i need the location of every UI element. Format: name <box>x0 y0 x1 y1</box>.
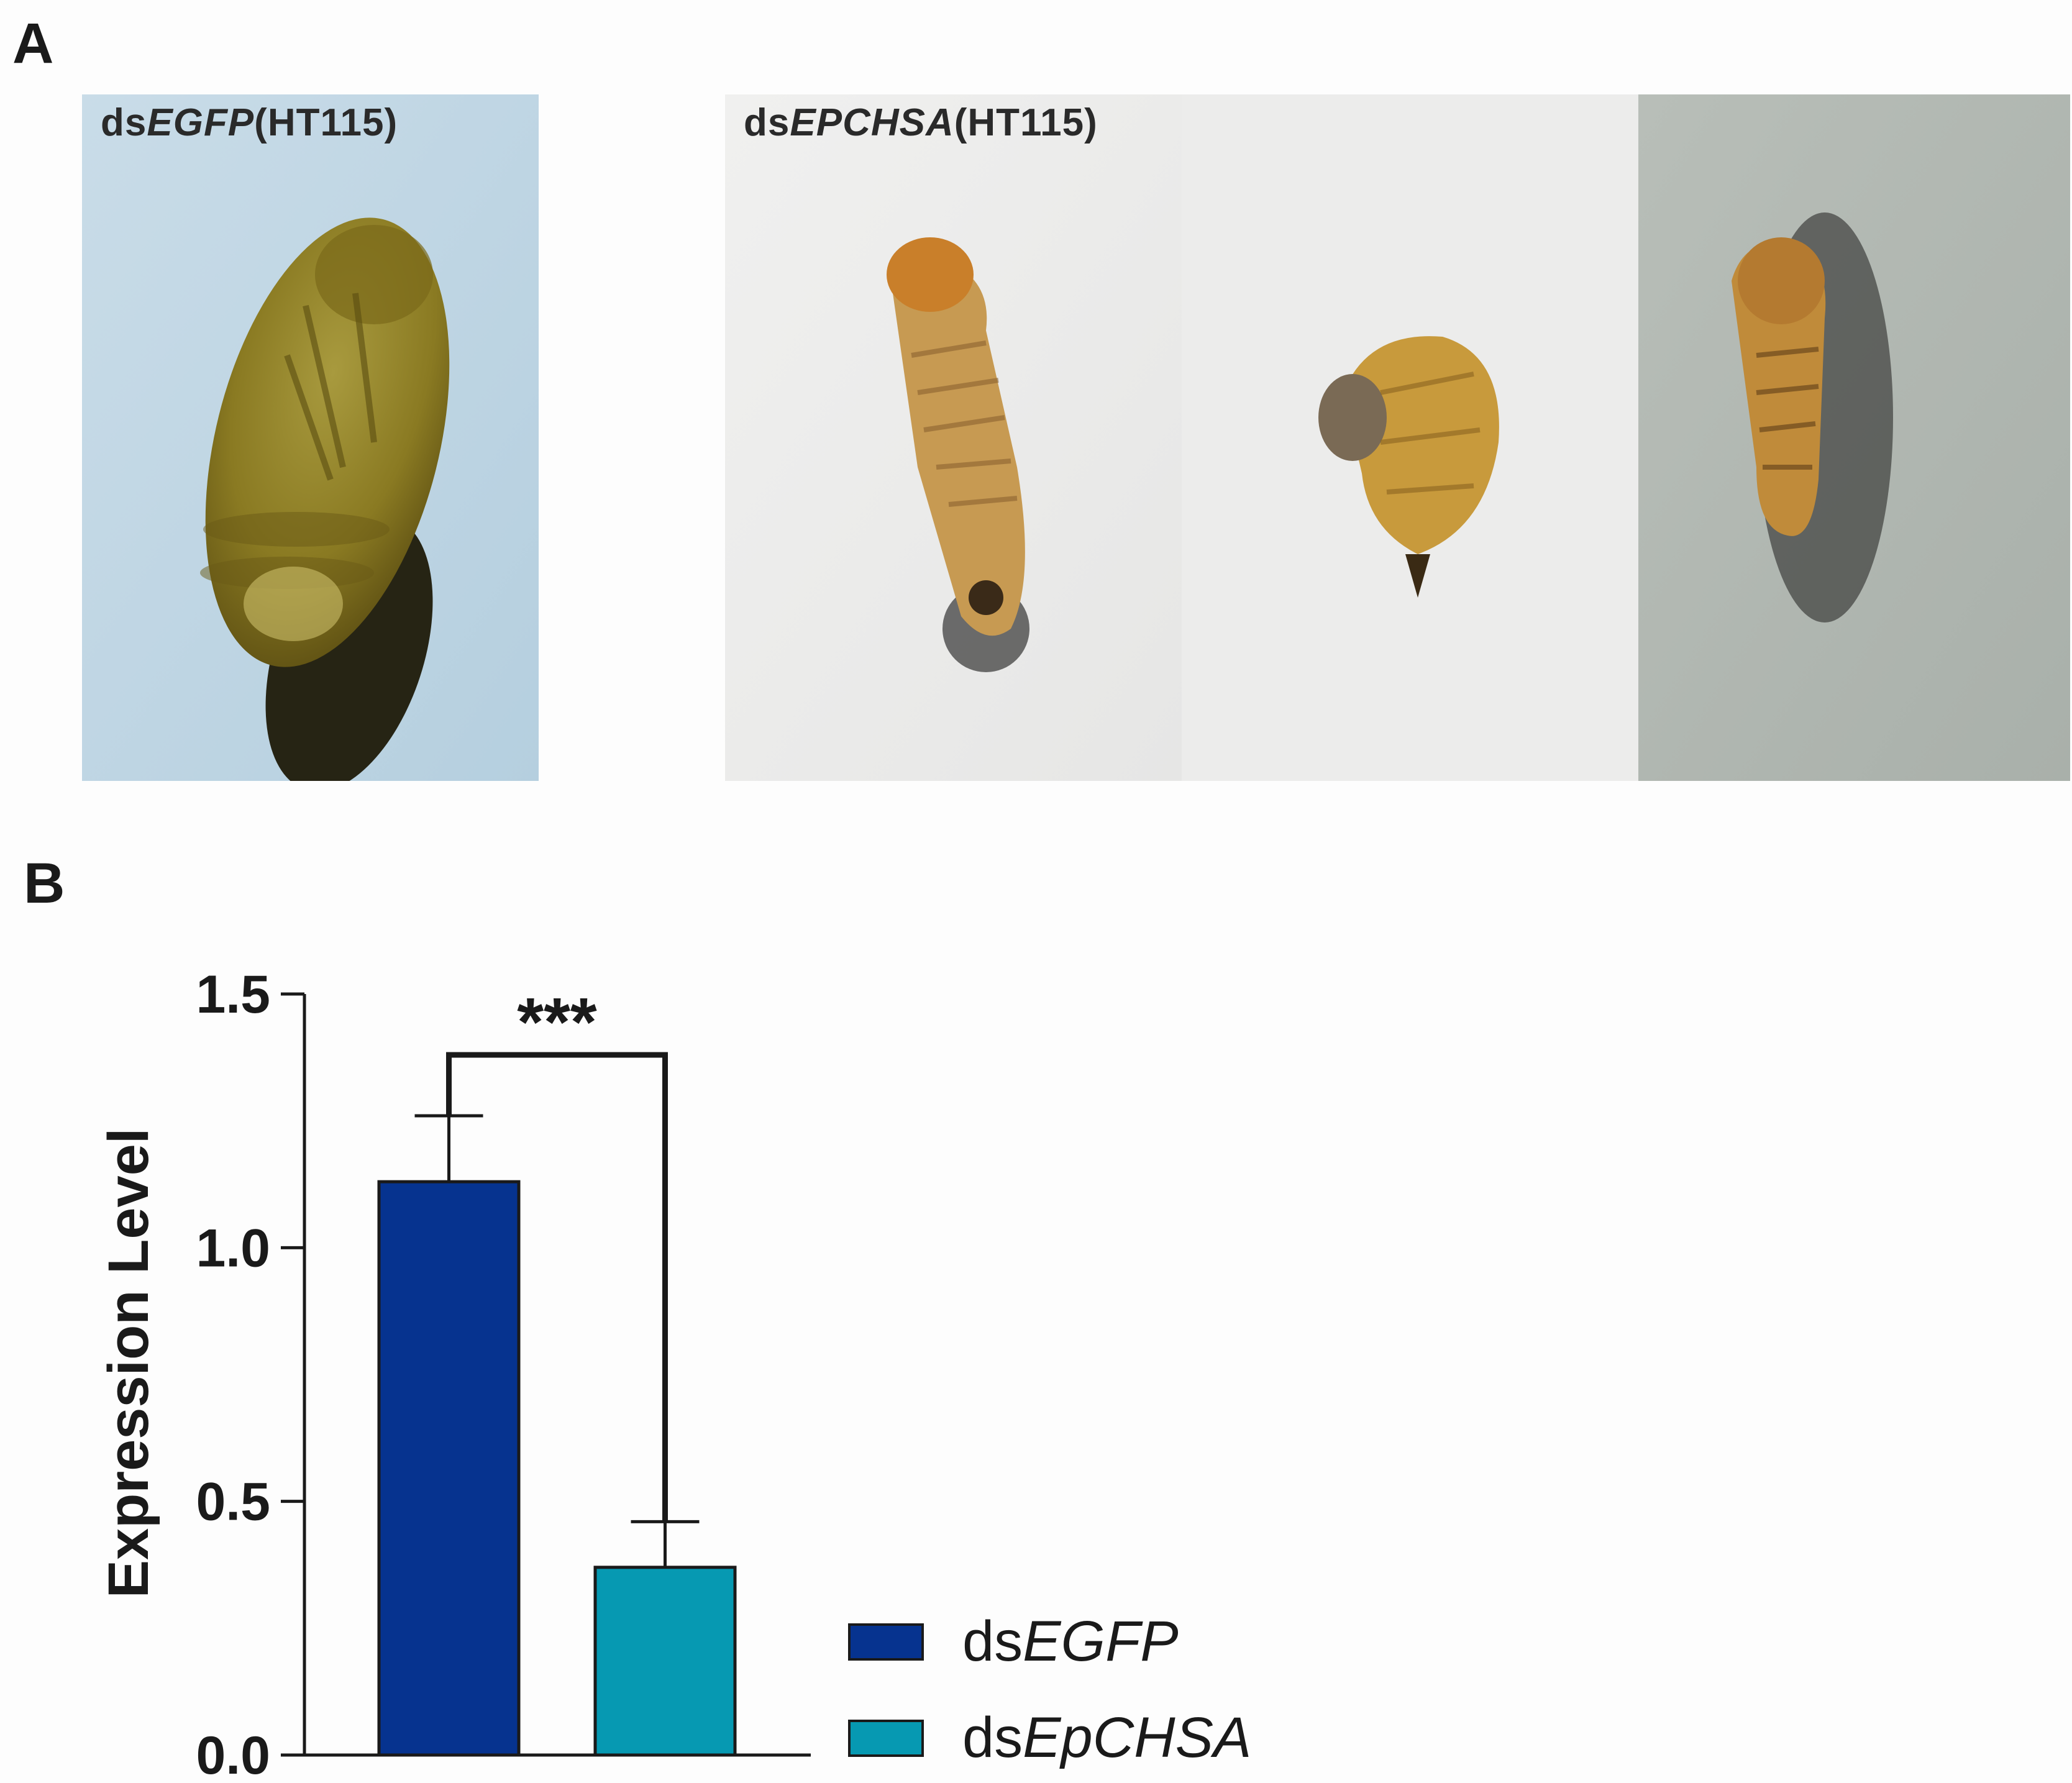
panel-a-letter: A <box>12 12 54 75</box>
photo-label-dsegfp: dsEGFP(HT115) <box>101 101 398 144</box>
legend-swatch-dsegfp <box>848 1623 924 1661</box>
photo-dsepchsa-larva: dsEPCHSA(HT115) <box>725 94 1182 781</box>
photo-deformed-larva-2 <box>1638 94 2070 781</box>
y-tick-label: 1.5 <box>196 965 270 1024</box>
significance-label: *** <box>517 984 597 1060</box>
legend-swatch-dsepchsa <box>848 1719 924 1757</box>
bars <box>377 1114 737 1757</box>
panel-b-letter: B <box>24 852 65 915</box>
significance-bracket: *** <box>446 984 668 1521</box>
bar-chart: 0.0 0.5 1.0 1.5 *** Expression Level <box>97 965 811 1783</box>
photo-label-dsepchsa: dsEPCHSA(HT115) <box>744 101 1098 144</box>
y-tick-label: 0.0 <box>196 1726 270 1783</box>
photo-dsegfp-pupa: dsEGFP(HT115) <box>82 94 539 781</box>
bar-0 <box>377 1180 521 1757</box>
legend-item-dsepchsa: dsEpCHSA <box>848 1705 1251 1771</box>
legend-item-dsegfp: dsEGFP <box>848 1609 1179 1674</box>
y-axis-label: Expression Level <box>97 1128 160 1598</box>
y-tick-label: 0.5 <box>196 1472 270 1532</box>
legend-label-dsegfp: dsEGFP <box>962 1610 1179 1673</box>
legend-label-dsepchsa: dsEpCHSA <box>962 1706 1252 1769</box>
significance-line <box>446 1052 668 1521</box>
photo-deformed-pupa <box>1182 94 1638 781</box>
bar-1 <box>593 1566 737 1757</box>
y-tick-label: 1.0 <box>196 1218 270 1278</box>
